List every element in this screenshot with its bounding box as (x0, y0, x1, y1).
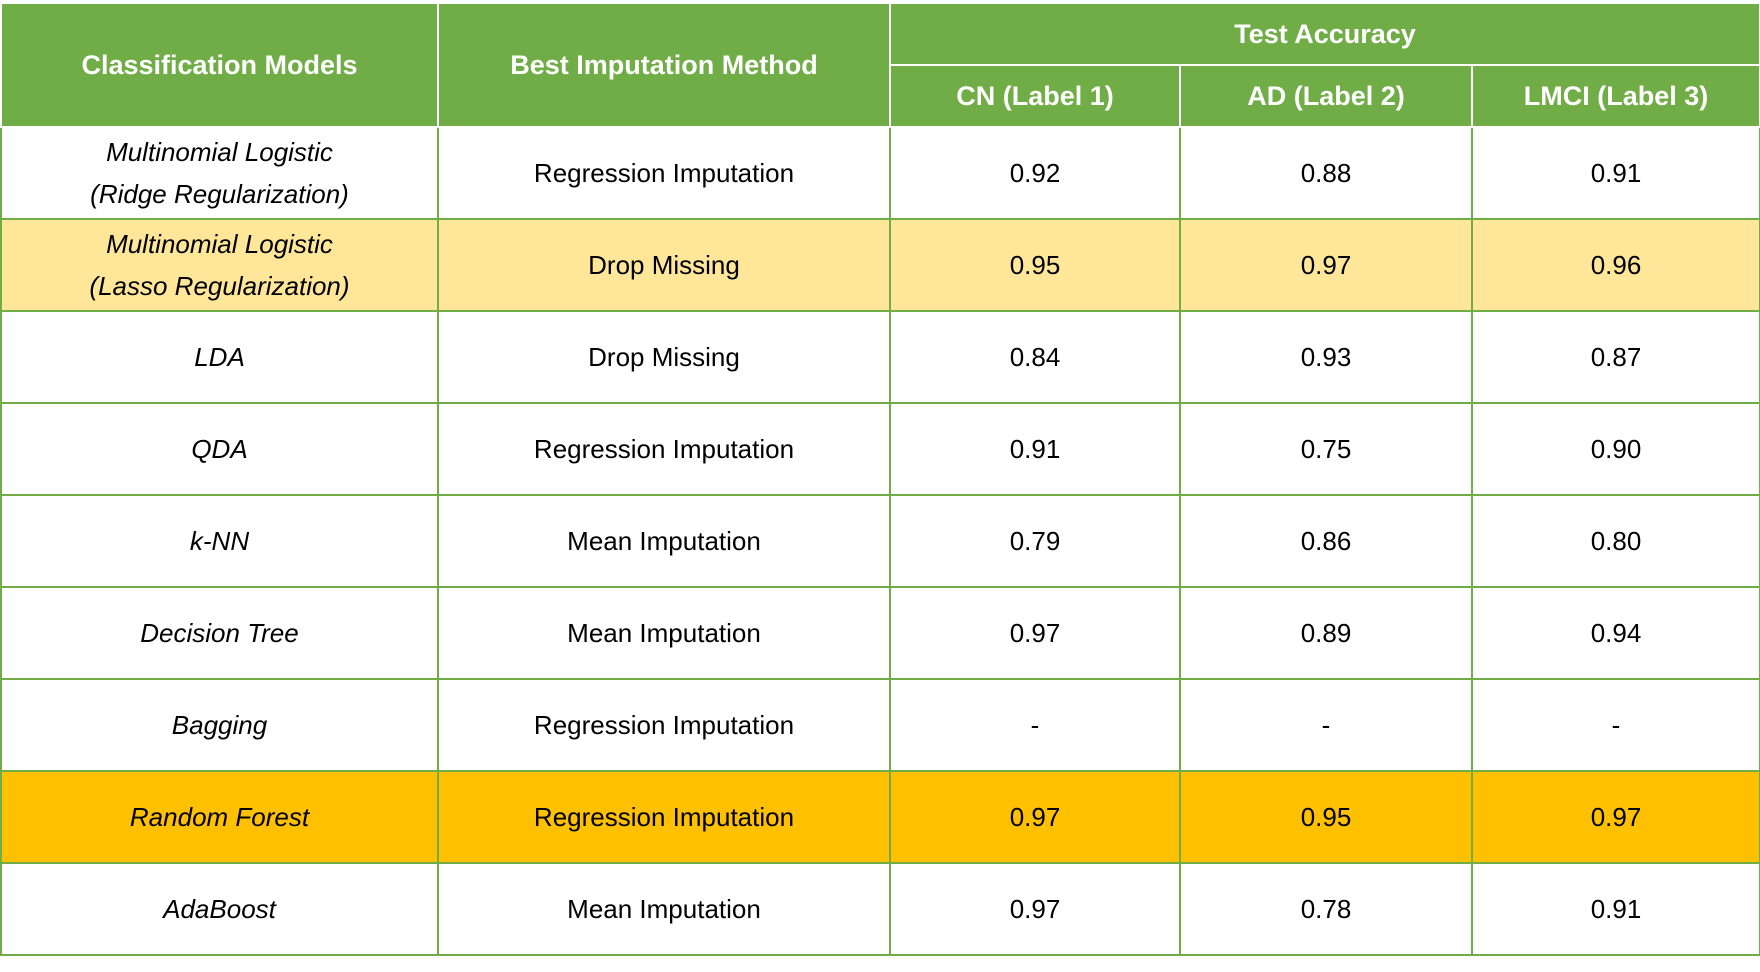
header-row-sub: CN (Label 1) AD (Label 2) LMCI (Label 3) (1, 64, 1760, 128)
lmci-accuracy-cell: 0.90 (1470, 402, 1760, 496)
table-row: AdaBoost Mean Imputation 0.97 0.78 0.91 (0, 862, 1760, 956)
imputation-method-cell: Drop Missing (437, 218, 891, 312)
ad-accuracy-cell: 0.93 (1179, 310, 1473, 404)
table-row: Decision Tree Mean Imputation 0.97 0.89 … (0, 586, 1760, 680)
header-ad-label-2: AD (Label 2) (1179, 64, 1473, 128)
cn-accuracy-cell: - (889, 678, 1181, 772)
header-classification-models: Classification Models (0, 2, 439, 128)
cn-accuracy-cell: 0.97 (889, 586, 1181, 680)
table-row: LDA Drop Missing 0.84 0.93 0.87 (0, 310, 1760, 404)
table-row: Multinomial Logistic (Ridge Regularizati… (0, 126, 1760, 220)
lmci-accuracy-cell: 0.80 (1470, 494, 1760, 588)
cn-accuracy-cell: 0.84 (889, 310, 1181, 404)
model-name-line1: Multinomial Logistic (106, 137, 333, 167)
imputation-method-cell: Regression Imputation (437, 678, 891, 772)
lmci-accuracy-cell: 0.96 (1470, 218, 1760, 312)
model-cell: Multinomial Logistic (Ridge Regularizati… (0, 126, 439, 220)
cn-accuracy-cell: 0.97 (889, 862, 1181, 956)
lmci-accuracy-cell: 0.91 (1470, 126, 1760, 220)
cn-accuracy-cell: 0.95 (889, 218, 1181, 312)
model-cell: Random Forest (0, 770, 439, 864)
ad-accuracy-cell: 0.86 (1179, 494, 1473, 588)
ad-accuracy-cell: 0.78 (1179, 862, 1473, 956)
ad-accuracy-cell: 0.97 (1179, 218, 1473, 312)
imputation-method-cell: Regression Imputation (437, 770, 891, 864)
lmci-accuracy-cell: 0.91 (1470, 862, 1760, 956)
model-name-line2: (Ridge Regularization) (90, 179, 349, 209)
lmci-accuracy-cell: 0.87 (1470, 310, 1760, 404)
table-row: QDA Regression Imputation 0.91 0.75 0.90 (0, 402, 1760, 496)
lmci-accuracy-cell: - (1470, 678, 1760, 772)
imputation-method-cell: Mean Imputation (437, 586, 891, 680)
header-cn-label-1: CN (Label 1) (889, 64, 1181, 128)
model-cell: Bagging (0, 678, 439, 772)
cn-accuracy-cell: 0.97 (889, 770, 1181, 864)
table-row-highlighted: Multinomial Logistic (Lasso Regularizati… (0, 218, 1760, 312)
ad-accuracy-cell: - (1179, 678, 1473, 772)
cn-accuracy-cell: 0.79 (889, 494, 1181, 588)
table-row-best-model: Random Forest Regression Imputation 0.97… (0, 770, 1760, 864)
model-cell: Multinomial Logistic (Lasso Regularizati… (0, 218, 439, 312)
ad-accuracy-cell: 0.75 (1179, 402, 1473, 496)
cn-accuracy-cell: 0.92 (889, 126, 1181, 220)
lmci-accuracy-cell: 0.97 (1470, 770, 1760, 864)
cn-accuracy-cell: 0.91 (889, 402, 1181, 496)
lmci-accuracy-cell: 0.94 (1470, 586, 1760, 680)
model-name-line1: Multinomial Logistic (106, 229, 333, 259)
model-cell: k-NN (0, 494, 439, 588)
table-row: Bagging Regression Imputation - - - (0, 678, 1760, 772)
header-lmci-label-3: LMCI (Label 3) (1470, 64, 1760, 128)
model-name-line2: (Lasso Regularization) (89, 271, 350, 301)
imputation-method-cell: Regression Imputation (437, 402, 891, 496)
table-row: k-NN Mean Imputation 0.79 0.86 0.80 (0, 494, 1760, 588)
model-cell: AdaBoost (0, 862, 439, 956)
imputation-method-cell: Mean Imputation (437, 494, 891, 588)
model-cell: Decision Tree (0, 586, 439, 680)
table-header: Classification Models Best Imputation Me… (0, 2, 1760, 128)
ad-accuracy-cell: 0.88 (1179, 126, 1473, 220)
imputation-method-cell: Mean Imputation (437, 862, 891, 956)
header-test-accuracy: Test Accuracy (888, 2, 1760, 66)
imputation-method-cell: Regression Imputation (437, 126, 891, 220)
ad-accuracy-cell: 0.89 (1179, 586, 1473, 680)
header-best-imputation-method: Best Imputation Method (437, 2, 891, 128)
model-cell: QDA (0, 402, 439, 496)
table-body: Multinomial Logistic (Ridge Regularizati… (0, 126, 1760, 956)
ad-accuracy-cell: 0.95 (1179, 770, 1473, 864)
model-cell: LDA (0, 310, 439, 404)
imputation-method-cell: Drop Missing (437, 310, 891, 404)
header-row-top: Classification Models Best Imputation Me… (0, 2, 1760, 128)
